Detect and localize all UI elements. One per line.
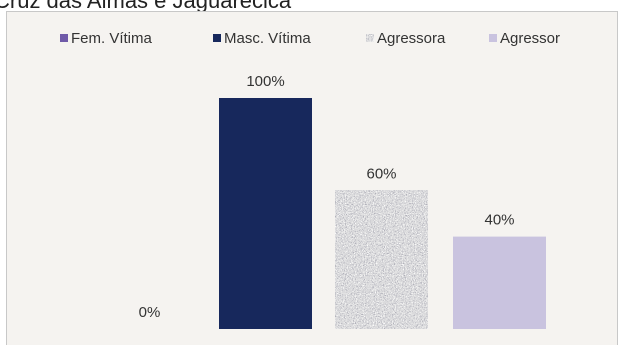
- legend-swatch-3: [366, 34, 374, 42]
- data-labels-group: 0% 100% 60% 40%: [139, 73, 515, 321]
- legend-swatch-1: [60, 34, 68, 42]
- chart-title: Cruz das Almas e Jaguarecica: [0, 0, 292, 13]
- data-label-4: 40%: [484, 212, 514, 229]
- bar-4: [453, 236, 546, 329]
- data-label-2: 100%: [246, 73, 284, 90]
- legend-swatch-4: [489, 34, 497, 42]
- chart-legend: Fem. Vítima Masc. Vítima Agressora Agressor: [60, 30, 560, 47]
- legend-label-3: Agressora: [377, 30, 446, 47]
- legend-label-2: Masc. Vítima: [224, 30, 311, 47]
- legend-label-1: Fem. Vítima: [71, 30, 153, 47]
- legend-label-4: Agressor: [500, 30, 560, 47]
- data-label-1: 0%: [139, 304, 161, 321]
- bar-2: [219, 98, 312, 329]
- legend-swatch-2: [213, 34, 221, 42]
- bar-3: [335, 190, 428, 329]
- data-label-3: 60%: [366, 165, 396, 182]
- bars-group: [219, 98, 546, 329]
